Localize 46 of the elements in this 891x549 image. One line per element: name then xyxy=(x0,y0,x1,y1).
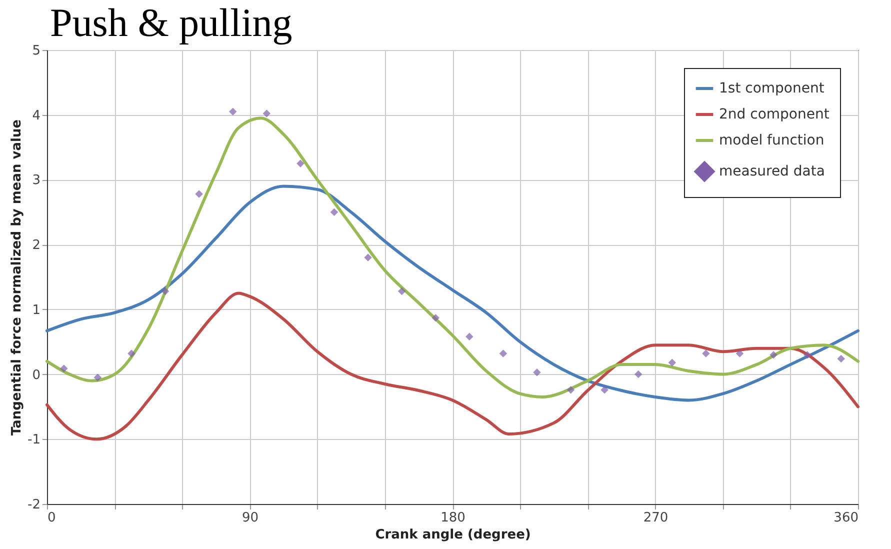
chart-title: Push & pulling xyxy=(50,0,292,45)
point xyxy=(533,368,541,376)
line-series xyxy=(46,292,860,441)
point xyxy=(161,287,170,296)
point xyxy=(566,386,575,394)
point xyxy=(195,190,203,198)
point xyxy=(466,332,474,341)
point xyxy=(330,208,338,216)
point xyxy=(94,374,102,382)
point xyxy=(600,386,608,394)
y-tick-label: 5 xyxy=(32,44,40,58)
y-tick-label: 1 xyxy=(32,302,40,318)
point xyxy=(262,110,271,118)
point xyxy=(228,108,237,116)
point xyxy=(296,160,304,168)
x-tick-label: 0 xyxy=(48,510,56,526)
line-series xyxy=(46,184,860,402)
x-tick-label: 180 xyxy=(440,510,466,526)
point xyxy=(60,364,68,372)
point xyxy=(364,254,372,262)
y-tick-label: 2 xyxy=(32,238,40,254)
point xyxy=(736,350,744,358)
point xyxy=(499,350,508,358)
point xyxy=(634,370,642,378)
point xyxy=(702,350,710,358)
point xyxy=(128,350,136,358)
legend-label: measured data xyxy=(719,164,825,180)
point xyxy=(668,358,676,366)
x-axis-title: Crank angle (degree) xyxy=(375,528,531,542)
legend-label: 1st component xyxy=(719,80,825,96)
point xyxy=(770,350,778,359)
y-tick-label: -2 xyxy=(28,498,40,512)
y-tick-label: 4 xyxy=(32,108,40,124)
y-tick-label: -1 xyxy=(28,432,40,448)
y-axis-title: Tangential force normalized by mean value xyxy=(10,119,25,436)
y-tick-label: 3 xyxy=(32,173,40,188)
legend-label: 2nd component xyxy=(719,106,830,122)
legend-label: model function xyxy=(719,132,824,148)
x-tick-label: 90 xyxy=(242,510,259,526)
x-tick-label: 360 xyxy=(834,510,858,526)
x-tick-label: 270 xyxy=(643,510,668,526)
point xyxy=(803,350,812,359)
point xyxy=(432,314,440,322)
point xyxy=(837,354,845,363)
y-tick-label: 0 xyxy=(32,368,40,383)
point xyxy=(398,287,406,296)
